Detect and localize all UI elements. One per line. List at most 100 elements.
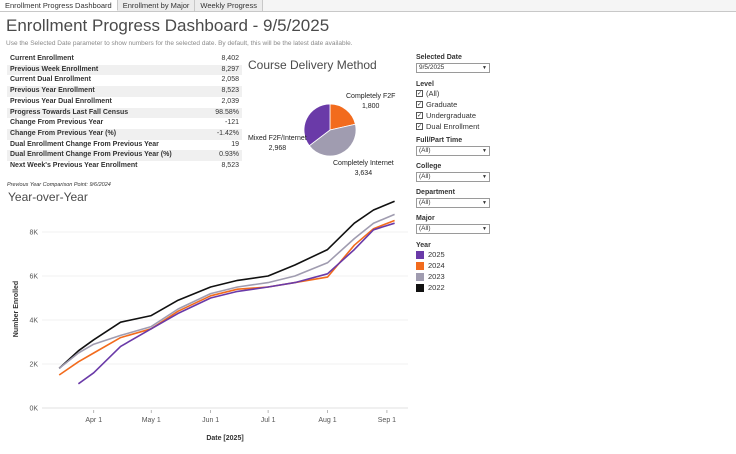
yoy-chart-title: Year-over-Year — [8, 190, 88, 204]
level-option-label: Graduate — [426, 100, 458, 109]
legend-swatch — [416, 261, 424, 270]
checkbox-checked-icon[interactable]: ✓ — [416, 112, 423, 119]
kpi-label: Progress Towards Last Fall Census — [7, 107, 207, 119]
kpi-label: Dual Enrollment Change From Previous Yea… — [7, 150, 207, 162]
selected-date-dropdown[interactable]: 9/5/2025 ▼ — [416, 63, 490, 73]
level-option-graduate[interactable]: ✓ Graduate — [416, 99, 496, 110]
college-label: College — [416, 163, 442, 170]
kpi-label: Previous Year Enrollment — [7, 86, 207, 97]
y-tick-label: 8K — [29, 230, 38, 237]
kpi-label: Current Enrollment — [10, 55, 74, 62]
kpi-value: 2,039 — [221, 97, 239, 105]
kpi-value: 8,402 — [221, 55, 239, 62]
kpi-label: Change From Previous Year — [10, 119, 104, 127]
major-value: (All) — [419, 225, 431, 232]
pie-slice-value: 2,968 — [268, 145, 287, 152]
kpi-value: 98.58% — [206, 107, 242, 119]
y-tick-label: 2K — [29, 362, 38, 369]
legend-swatch — [416, 250, 424, 259]
checkbox-checked-icon[interactable]: ✓ — [416, 101, 423, 108]
series-line-2024[interactable] — [58, 219, 395, 376]
pie-slice-name: Completely Internet — [333, 160, 394, 167]
selected-date-label: Selected Date — [416, 54, 462, 61]
legend-item-2022[interactable]: 2022 — [416, 282, 496, 293]
level-option-label: (All) — [426, 89, 440, 98]
chevron-down-icon: ▼ — [482, 174, 487, 180]
page-title: Enrollment Progress Dashboard - 9/5/2025 — [6, 16, 330, 35]
kpi-value: 0.93% — [206, 150, 242, 162]
college-value: (All) — [419, 173, 431, 180]
x-tick-label: May 1 — [142, 417, 161, 424]
kpi-row: Current Dual Enrollment 2,058 — [7, 75, 242, 86]
tab-enrollment-by-major[interactable]: Enrollment by Major — [117, 0, 196, 11]
checkbox-checked-icon[interactable]: ✓ — [416, 90, 423, 97]
level-option-dual-enrollment[interactable]: ✓ Dual Enrollment — [416, 121, 496, 132]
kpi-value: 2,058 — [221, 76, 239, 84]
kpi-value: 8,297 — [206, 64, 242, 76]
chevron-down-icon: ▼ — [482, 200, 487, 206]
filter-panel: Selected Date 9/5/2025 ▼ Level ✓ (All) ✓ G… — [416, 54, 496, 293]
x-tick-label: Apr 1 — [85, 417, 102, 424]
checkbox-checked-icon[interactable]: ✓ — [416, 123, 423, 130]
legend-swatch — [416, 272, 424, 281]
kpi-value: 19 — [231, 140, 239, 148]
kpi-row: Previous Week Enrollment 8,297 — [7, 64, 242, 76]
department-value: (All) — [419, 199, 431, 206]
kpi-row: Current Enrollment 8,402 — [7, 54, 242, 65]
chevron-down-icon: ▼ — [482, 226, 487, 232]
pie-slice-name: Mixed F2F/Internet — [248, 135, 307, 142]
legend-item-2025[interactable]: 2025 — [416, 249, 496, 260]
year-legend-label: Year — [416, 242, 431, 249]
kpi-value: -1.42% — [206, 128, 242, 140]
page-subtitle: Use the Selected Date parameter to show … — [6, 40, 353, 47]
kpi-value: 8,523 — [206, 86, 242, 97]
y-tick-label: 0K — [29, 406, 38, 413]
pie-chart[interactable] — [300, 100, 360, 160]
kpi-row: Previous Year Dual Enrollment 2,039 — [7, 97, 242, 108]
pie-slice-value: 3,634 — [354, 170, 373, 177]
series-line-2022[interactable] — [58, 200, 395, 369]
full-part-time-dropdown[interactable]: (All) ▼ — [416, 146, 490, 156]
legend-item-2024[interactable]: 2024 — [416, 260, 496, 271]
kpi-value: 8,523 — [221, 162, 239, 170]
kpi-row: Next Week's Previous Year Enrollment 8,52… — [7, 161, 242, 172]
legend-label: 2025 — [428, 250, 445, 259]
pie-label-f2f: Completely F2F 1,800 — [346, 92, 395, 112]
level-option-label: Undergraduate — [426, 111, 477, 120]
pie-slice-completely-f2f[interactable] — [329, 103, 356, 131]
pie-slice-mixed-f2f-internet[interactable] — [303, 103, 331, 147]
chevron-down-icon: ▼ — [482, 65, 487, 71]
legend-swatch — [416, 283, 424, 292]
department-label: Department — [416, 189, 455, 196]
kpi-label: Dual Enrollment Change From Previous Yea… — [10, 140, 159, 148]
pie-chart-title: Course Delivery Method — [248, 58, 377, 72]
full-part-time-label: Full/Part Time — [416, 137, 463, 144]
kpi-row: Change From Previous Year -121 — [7, 118, 242, 129]
college-dropdown[interactable]: (All) ▼ — [416, 172, 490, 182]
major-dropdown[interactable]: (All) ▼ — [416, 224, 490, 234]
y-tick-label: 4K — [29, 318, 38, 325]
y-tick-label: 6K — [29, 274, 38, 281]
department-dropdown[interactable]: (All) ▼ — [416, 198, 490, 208]
pie-slice-completely-internet[interactable] — [308, 123, 357, 157]
x-tick-label: Jun 1 — [202, 417, 219, 424]
legend-item-2023[interactable]: 2023 — [416, 271, 496, 282]
x-tick-label: Aug 1 — [318, 417, 336, 424]
level-option-undergraduate[interactable]: ✓ Undergraduate — [416, 110, 496, 121]
tab-weekly-progress[interactable]: Weekly Progress — [195, 0, 263, 11]
tab-enrollment-progress-dashboard[interactable]: Enrollment Progress Dashboard — [0, 0, 118, 11]
legend-label: 2022 — [428, 283, 445, 292]
series-line-2025[interactable] — [77, 222, 395, 385]
yoy-line-chart[interactable]: 0K 2K 4K 6K 8K Apr 1 May 1 Jun 1 Jul 1 Aug 1 Sep 1… — [0, 200, 412, 450]
kpi-label: Next Week's Previous Year Enrollment — [10, 162, 138, 170]
pie-label-mixed: Mixed F2F/Internet 2,968 — [248, 134, 307, 154]
pie-slice-value: 1,800 — [361, 103, 380, 110]
series-line-2023[interactable] — [58, 213, 395, 370]
kpi-table: Current Enrollment 8,402 Previous Week En… — [7, 54, 242, 172]
level-option-all[interactable]: ✓ (All) — [416, 88, 496, 99]
kpi-row: Dual Enrollment Change From Previous Yea… — [7, 140, 242, 151]
kpi-label: Previous Year Dual Enrollment — [10, 97, 112, 105]
level-option-label: Dual Enrollment — [426, 122, 480, 131]
comparison-point-note: Previous Year Comparison Point: 9/6/2024 — [7, 182, 111, 188]
selected-date-value: 9/5/2025 — [419, 64, 445, 71]
